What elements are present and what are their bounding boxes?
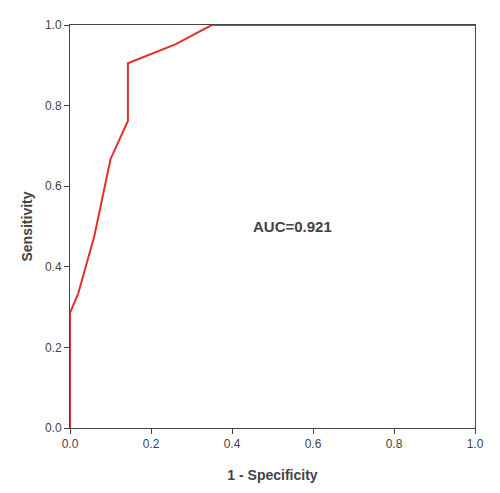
svg-text:0.4: 0.4 xyxy=(224,437,241,451)
svg-text:0.6: 0.6 xyxy=(305,437,322,451)
svg-text:0.2: 0.2 xyxy=(45,341,62,355)
svg-text:0.0: 0.0 xyxy=(45,421,62,435)
svg-text:0.4: 0.4 xyxy=(45,260,62,274)
svg-text:Sensitivity: Sensitivity xyxy=(19,191,35,261)
svg-text:1.0: 1.0 xyxy=(45,18,62,32)
svg-text:AUC=0.921: AUC=0.921 xyxy=(253,218,332,235)
svg-text:0.8: 0.8 xyxy=(45,99,62,113)
svg-text:0.6: 0.6 xyxy=(45,179,62,193)
svg-text:0.8: 0.8 xyxy=(386,437,403,451)
svg-text:0.0: 0.0 xyxy=(62,437,79,451)
svg-text:1.0: 1.0 xyxy=(467,437,484,451)
svg-text:1 - Specificity: 1 - Specificity xyxy=(227,467,317,483)
svg-text:0.2: 0.2 xyxy=(143,437,160,451)
